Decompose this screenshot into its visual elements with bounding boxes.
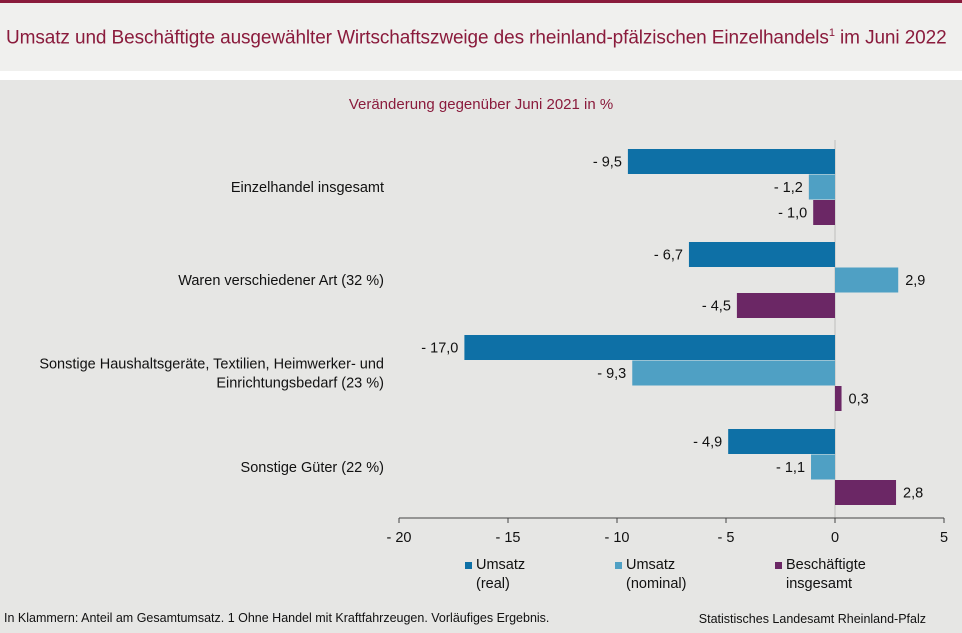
x-tick-label: 5 — [940, 530, 948, 546]
bar-3-1 — [813, 200, 835, 225]
x-tick-label: 0 — [831, 530, 839, 546]
bar-2-3 — [632, 360, 835, 386]
top-accent-bar — [0, 0, 962, 3]
legend-label: Beschäftigte insgesamt — [786, 557, 866, 592]
category-label: Einrichtungsbedarf (23 %) — [216, 375, 384, 391]
data-label: - 4,5 — [702, 299, 731, 315]
bar-2-4 — [811, 454, 835, 480]
bar-2-1 — [808, 174, 835, 200]
bar-2-2 — [835, 267, 899, 293]
data-label: - 9,3 — [597, 366, 626, 382]
bar-1-2 — [688, 242, 835, 267]
data-label: - 6,7 — [654, 248, 683, 264]
data-label: 2,9 — [905, 273, 925, 289]
category-label: Einzelhandel insgesamt — [231, 180, 384, 196]
x-tick-label: - 10 — [605, 530, 630, 546]
page-title: Umsatz und Beschäftigte ausgewählter Wir… — [6, 27, 947, 49]
header: Umsatz und Beschäftigte ausgewählter Wir… — [0, 3, 962, 71]
x-tick-label: - 20 — [387, 530, 412, 546]
category-label: Sonstige Haushaltsgeräte, Textilien, Hei… — [39, 356, 384, 372]
header-separator — [0, 71, 962, 80]
data-label: 0,3 — [849, 392, 869, 408]
x-tick-label: - 15 — [496, 530, 521, 546]
data-label: - 9,5 — [593, 155, 622, 171]
legend-label: Umsatz (nominal) — [626, 557, 687, 592]
bar-3-3 — [835, 386, 842, 411]
category-label: Sonstige Güter (22 %) — [241, 460, 384, 476]
category-label: Waren verschiedener Art (32 %) — [178, 273, 384, 289]
bar-1-4 — [728, 429, 835, 454]
data-label: - 4,9 — [693, 435, 722, 451]
legend-swatch — [775, 562, 782, 569]
bar-3-2 — [736, 293, 835, 318]
data-label: - 1,0 — [778, 206, 807, 222]
data-label: 2,8 — [903, 486, 923, 502]
data-label: - 17,0 — [421, 341, 458, 357]
bar-3-4 — [835, 480, 897, 505]
data-label: - 1,2 — [774, 180, 803, 196]
bar-1-1 — [627, 149, 835, 174]
data-label: - 1,1 — [776, 460, 805, 476]
chart-subtitle: Veränderung gegenüber Juni 2021 in % — [348, 96, 614, 113]
source-credit: Statistisches Landesamt Rheinland-Pfalz — [698, 612, 926, 626]
footnote: In Klammern: Anteil am Gesamtumsatz. 1 O… — [4, 611, 550, 625]
bar-1-3 — [464, 335, 835, 360]
legend-label: Umsatz (real) — [476, 557, 526, 592]
legend-swatch — [465, 562, 472, 569]
legend-swatch — [615, 562, 622, 569]
x-tick-label: - 5 — [718, 530, 735, 546]
